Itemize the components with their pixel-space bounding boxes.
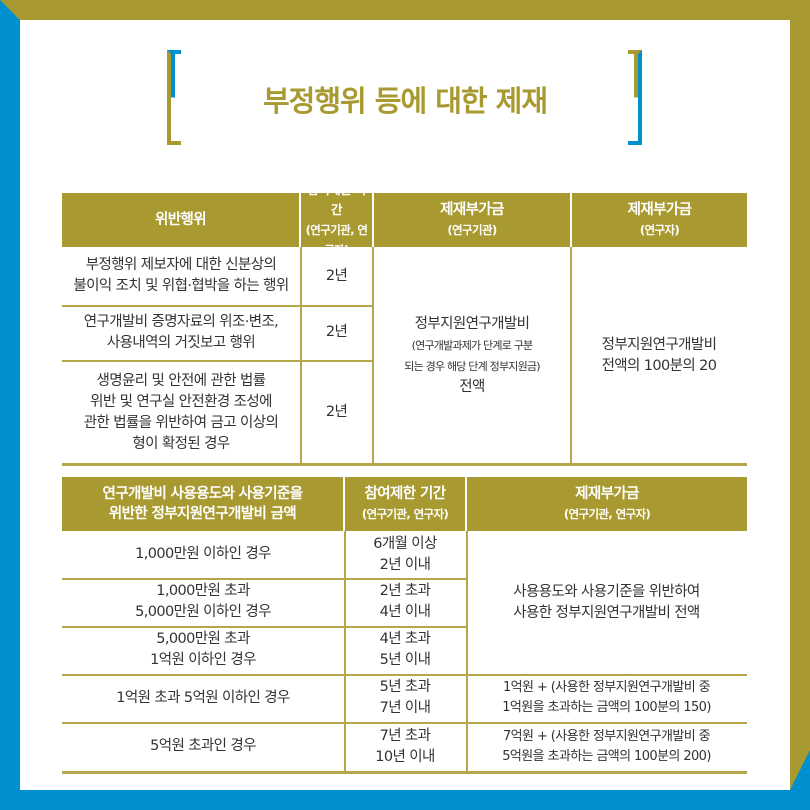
header-line: 위반한 정부지원연구개발비 금액 [108, 506, 297, 522]
cell-line: 5억원 초과인 경우 [150, 738, 256, 754]
header-line: (연구자) [639, 223, 680, 237]
page-title: 부정행위 등에 대한 제재 [262, 84, 548, 118]
penalty-cell: 7억원 + (사용한 정부지원연구개발비 중 5억원을 초과하는 금액의 100분… [466, 722, 747, 771]
header-violation: 위반행위 [62, 193, 299, 247]
cell-line: 5년 초과 [379, 679, 431, 695]
cell-line: 10년 이내 [375, 748, 435, 765]
cell-line: 2년 [325, 404, 348, 420]
cell-line: 연구개발비 증명자료의 위조·변조, [83, 313, 279, 330]
header-line: (연구기관, 연구자) [361, 507, 449, 521]
cell-line: 사용한 정부지원연구개발비 전액 [513, 604, 700, 621]
header-line: 연구개발비 사용용도와 사용기준을 [102, 486, 304, 502]
header-period: 참여제한 기간 (연구기관, 연구자) [345, 477, 465, 531]
header-line: (연구기관, 연구자) [305, 223, 368, 257]
header-inst-penalty: 제재부가금 (연구기관) [374, 193, 570, 247]
cell-line: 2년 [325, 267, 348, 284]
cell-line: 7년 초과 [379, 727, 431, 744]
cell-line: 1억원을 초과하는 금액의 100분의 150) [502, 700, 711, 715]
cell-line: 4년 초과 [379, 631, 431, 647]
amount-cell: 1,000만원 이하인 경우 [62, 531, 344, 578]
header-line: 위반행위 [155, 212, 207, 228]
table-divider [466, 531, 468, 771]
penalty-cell: 1억원 + (사용한 정부지원연구개발비 중 1억원을 초과하는 금액의 100분… [466, 674, 747, 722]
period-cell: 2년 초과 4년 이내 [344, 578, 466, 626]
cell-line: 생명윤리 및 안전에 관한 법률 [96, 372, 267, 389]
table-divider [62, 771, 747, 774]
cell-line: 형이 확정된 경우 [132, 435, 230, 452]
cell-line: 불이익 조치 및 위협·협박을 하는 행위 [73, 278, 289, 294]
cell-line: 사용내역의 거짓보고 행위 [106, 334, 256, 351]
cell-line: 1억원 + (사용한 정부지원연구개발비 중 [503, 680, 711, 695]
period-cell: 2년 [300, 247, 373, 305]
header-line: 제재부가금 [627, 202, 692, 218]
content-panel [20, 20, 790, 790]
cell-line: 1억원 이하인 경우 [150, 652, 256, 668]
period-cell: 5년 초과 7년 이내 [344, 674, 466, 722]
cell-line: 7억원 + (사용한 정부지원연구개발비 중 [503, 728, 711, 744]
header-line: 참여제한 기간 [364, 486, 446, 502]
left-bracket [167, 50, 181, 145]
cell-line: 1,000만원 초과 [156, 583, 250, 599]
cell-line: 5,000만원 이하인 경우 [135, 604, 271, 620]
cell-line: 5억원을 초과하는 금액의 100분의 200) [502, 748, 711, 764]
table-divider [344, 531, 346, 771]
cell-line: 6개월 이상 [373, 535, 437, 552]
cell-line: 전액의 100분의 20 [601, 358, 717, 374]
header-line: 제재부가금 [440, 202, 504, 218]
amount-cell: 1,000만원 초과 5,000만원 이하인 경우 [62, 578, 344, 626]
header-line: (연구기관) [447, 223, 497, 237]
cell-line: 4년 이내 [379, 604, 431, 620]
header-res-penalty: 제재부가금 (연구자) [572, 193, 747, 247]
header-line: 참여제한 기간 [307, 182, 366, 217]
table-divider [62, 463, 747, 466]
right-bracket [628, 50, 642, 145]
cell-line: 부정행위 제보자에 대한 신분상의 [85, 257, 277, 273]
cell-line: 되는 경우 해당 단계 정부지원금) [404, 360, 540, 373]
table-divider [62, 360, 373, 362]
table-divider [300, 247, 302, 463]
cell-line: 1,000만원 이하인 경우 [135, 546, 271, 562]
period-cell: 6개월 이상 2년 이내 [344, 531, 466, 578]
table-divider [372, 247, 374, 463]
period-cell: 4년 초과 5년 이내 [344, 626, 466, 674]
amount-cell: 1억원 초과 5억원 이하인 경우 [62, 674, 344, 722]
header-penalty: 제재부가금 (연구기관, 연구자) [467, 477, 747, 531]
cell-line: 2년 [325, 324, 348, 340]
table-divider [62, 305, 373, 307]
cell-line: 5,000만원 초과 [156, 631, 250, 647]
amount-cell: 5억원 초과인 경우 [62, 722, 344, 771]
cell-line: 정부지원연구개발비 [414, 316, 530, 332]
period-cell: 2년 [300, 360, 373, 465]
cell-line: 정부지원연구개발비 [601, 337, 717, 353]
cell-line: 관한 법률을 위반하여 금고 이상의 [83, 414, 279, 431]
table-divider [62, 722, 747, 724]
cell-line: 사용용도와 사용기준을 위반하여 [513, 583, 700, 600]
amount-cell: 5,000만원 초과 1억원 이하인 경우 [62, 626, 344, 674]
period-cell: 2년 [300, 305, 373, 360]
header-line: (연구기관, 연구자) [563, 507, 651, 521]
header-period: 참여제한 기간 (연구기관, 연구자) [301, 182, 372, 257]
period-cell: 7년 초과 10년 이내 [344, 722, 466, 771]
violation-cell: 연구개발비 증명자료의 위조·변조, 사용내역의 거짓보고 행위 [62, 305, 300, 360]
cell-line: 위반 및 연구실 안전환경 조성에 [90, 393, 272, 410]
cell-line: 1억원 초과 5억원 이하인 경우 [116, 689, 290, 706]
cell-line: 5년 이내 [379, 652, 431, 668]
cell-line: (연구개발과제가 단계로 구분 [411, 339, 534, 352]
header-line: 제재부가금 [575, 486, 639, 502]
cell-line: 7년 이내 [379, 700, 431, 716]
cell-line: 전액 [459, 379, 485, 395]
table-divider [62, 674, 747, 676]
table-divider [62, 626, 466, 628]
table-divider [570, 247, 572, 463]
table-divider [62, 578, 466, 580]
cell-line: 2년 이내 [379, 556, 431, 573]
cell-line: 2년 초과 [379, 583, 431, 599]
